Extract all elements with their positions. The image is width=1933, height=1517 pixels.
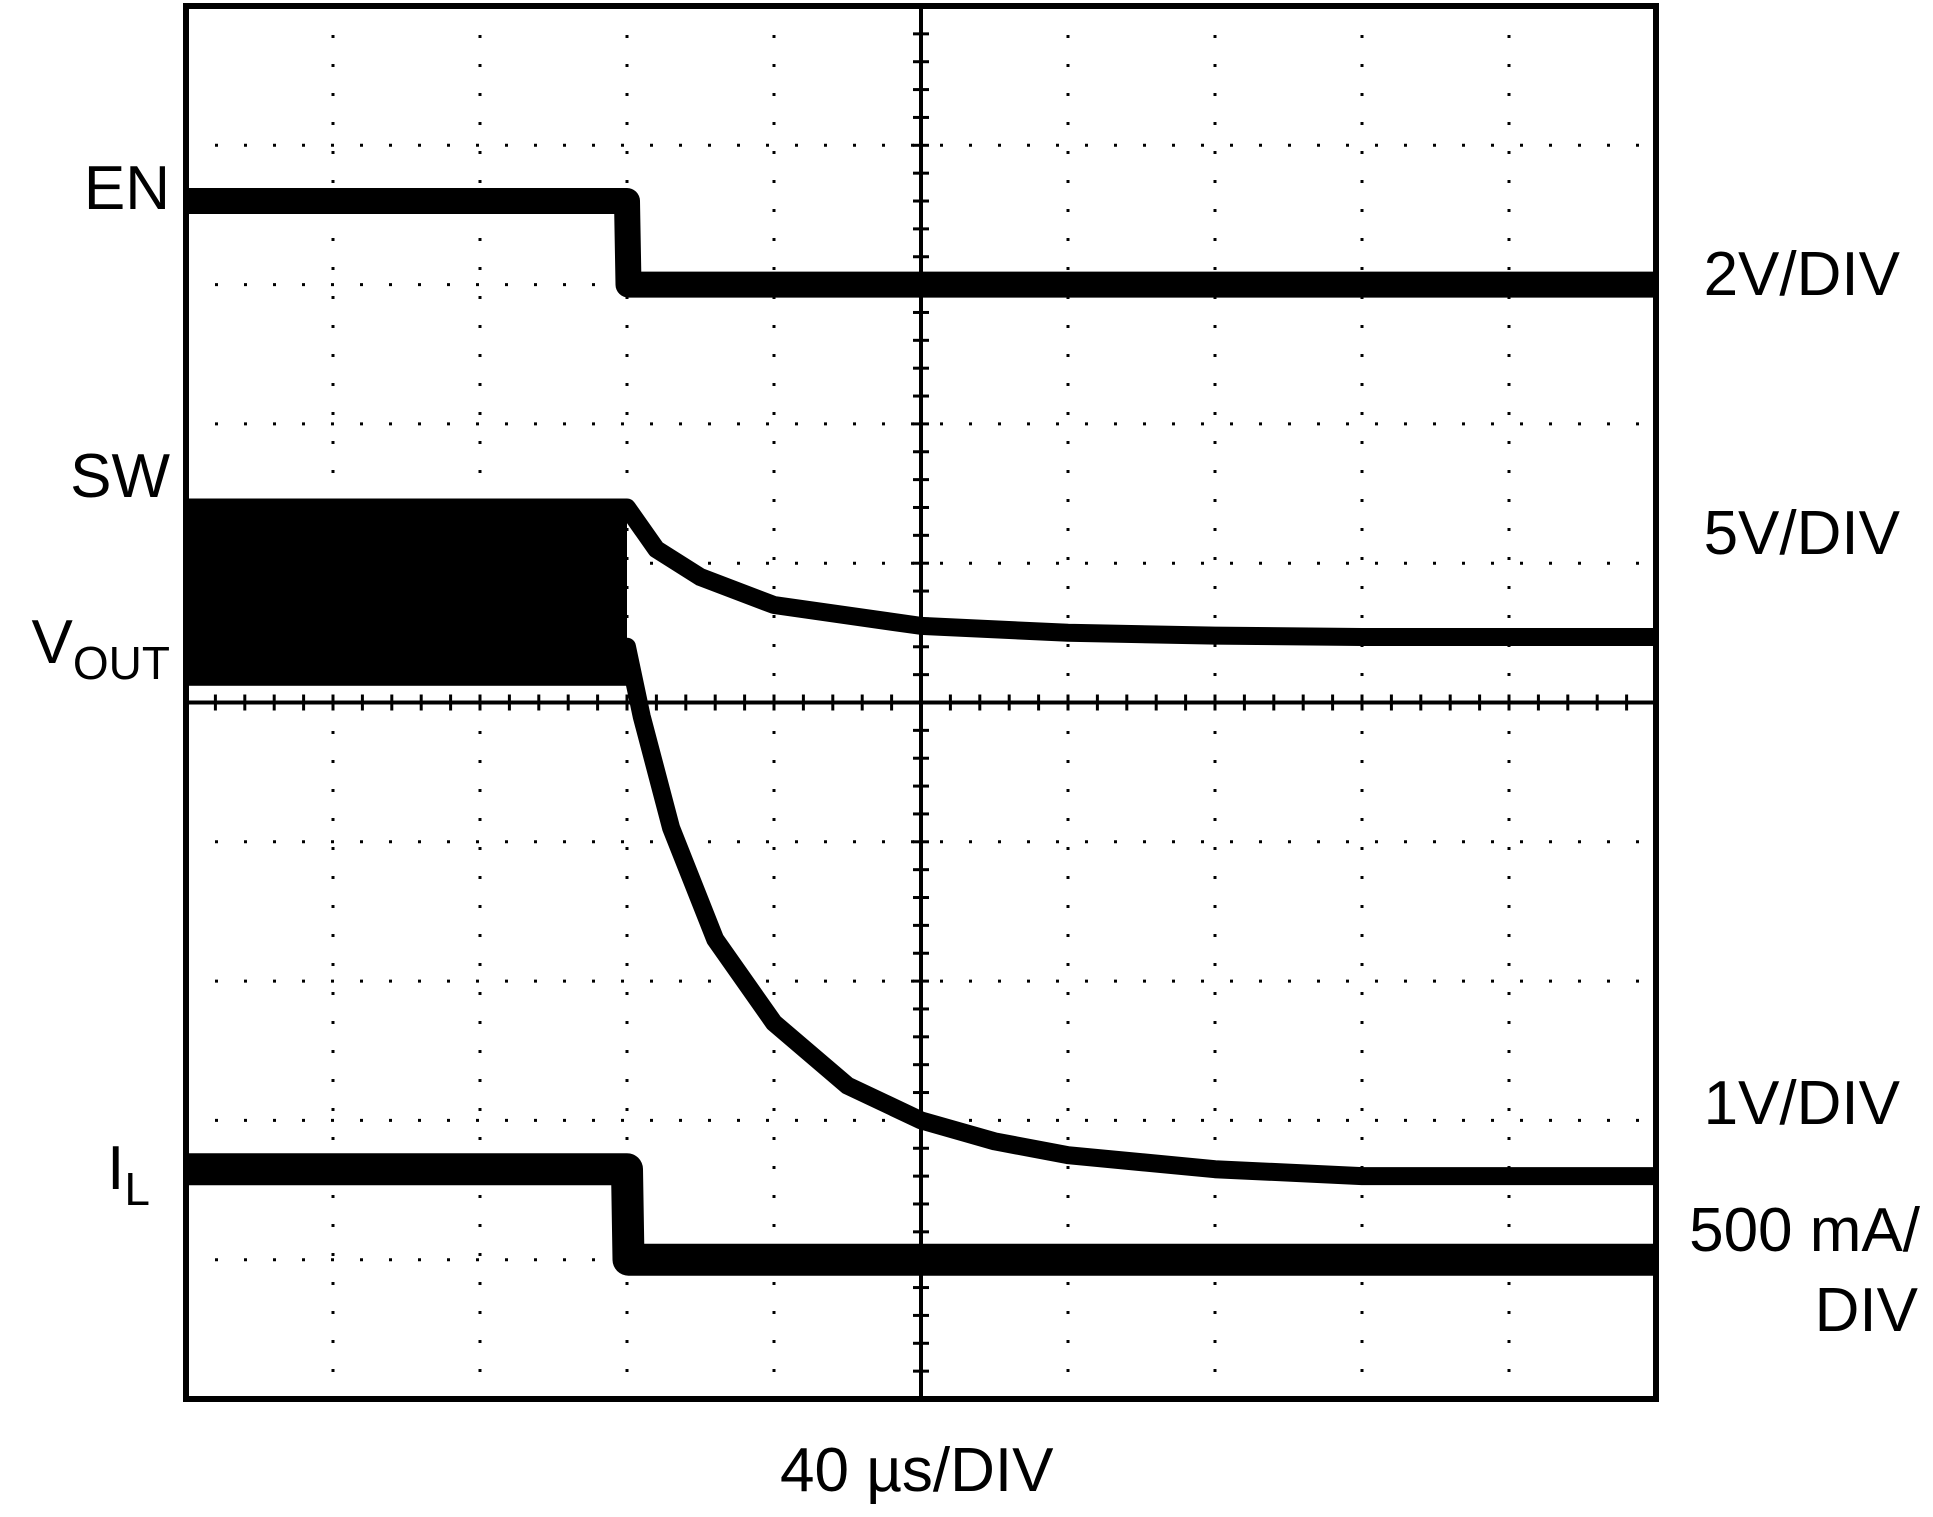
traces (186, 188, 1656, 1276)
sw-channel-label: SW (70, 442, 170, 511)
sw-scale-label: 5V/DIV (1703, 499, 1900, 568)
screen-border (183, 3, 1659, 1402)
trace-sw (186, 498, 1656, 646)
trace-en (186, 188, 1656, 298)
il-scale-label-line1: 500 mA/ (1689, 1196, 1920, 1265)
il-scale-label-line2: DIV (1814, 1276, 1918, 1345)
trace-sw-switching-band (186, 500, 627, 686)
trace-vout (186, 637, 1656, 1186)
trace-il (186, 1153, 1656, 1276)
en-scale-label: 2V/DIV (1703, 240, 1900, 309)
il-channel-label: IL (107, 1134, 150, 1215)
vout-scale-label: 1V/DIV (1703, 1069, 1900, 1138)
en-channel-label: EN (83, 154, 170, 223)
vout-channel-label: VOUT (31, 608, 170, 689)
grid (186, 6, 1656, 1399)
x-axis-timebase-label: 40 µs/DIV (780, 1436, 1054, 1505)
